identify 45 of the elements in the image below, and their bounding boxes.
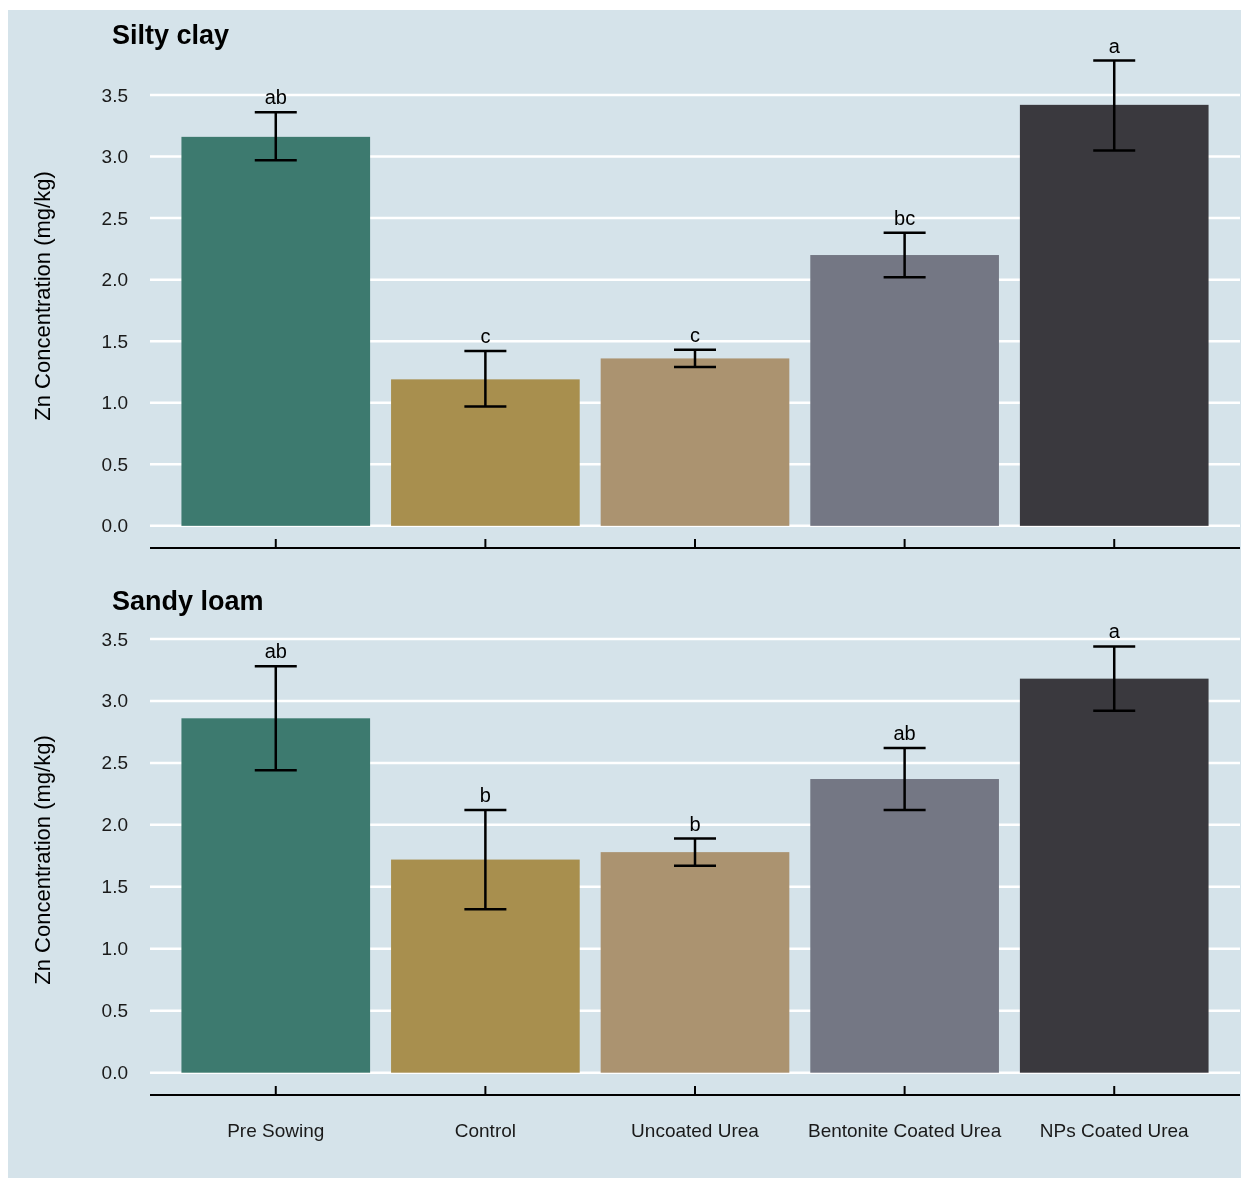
annotation: b bbox=[479, 784, 491, 806]
annotation: a bbox=[1108, 620, 1121, 643]
y-tick-label: 2.5 bbox=[101, 752, 128, 774]
y-tick-label: 3.5 bbox=[101, 84, 128, 106]
y-tick-label: 1.5 bbox=[101, 330, 128, 352]
y-axis-title: Zn Concentration (mg/kg) bbox=[29, 171, 55, 421]
bar bbox=[600, 358, 790, 526]
y-tick-label: 0.5 bbox=[101, 453, 128, 475]
y-tick-label: 0.5 bbox=[101, 1000, 128, 1022]
annotation: b bbox=[689, 812, 701, 835]
annotation: ab bbox=[893, 722, 916, 745]
bar bbox=[810, 255, 999, 526]
annotation: ab bbox=[264, 86, 287, 109]
x-tick-label: Pre Sowing bbox=[227, 1119, 325, 1141]
bar bbox=[391, 379, 580, 526]
y-tick-label: 2.0 bbox=[101, 269, 128, 291]
y-tick-label: 1.0 bbox=[101, 392, 128, 414]
y-axis-title: Zn Concentration (mg/kg) bbox=[29, 735, 55, 985]
y-tick-label: 3.0 bbox=[101, 690, 128, 712]
y-tick-label: 2.0 bbox=[101, 814, 128, 836]
bar bbox=[1019, 678, 1209, 1073]
annotation: bc bbox=[894, 206, 916, 229]
chart-title: Silty clay bbox=[112, 20, 230, 50]
y-tick-label: 0.0 bbox=[101, 515, 128, 537]
x-tick-label: Uncoated Urea bbox=[631, 1119, 760, 1141]
bar bbox=[181, 718, 371, 1073]
annotation: ab bbox=[264, 640, 287, 663]
bar bbox=[810, 779, 999, 1073]
bar bbox=[1019, 104, 1209, 526]
chart-title: Sandy loam bbox=[112, 586, 264, 616]
bar bbox=[600, 852, 790, 1073]
bar bbox=[391, 859, 580, 1073]
y-tick-label: 1.0 bbox=[101, 938, 128, 960]
y-tick-label: 3.5 bbox=[101, 628, 128, 650]
bar bbox=[181, 136, 371, 526]
y-tick-label: 0.0 bbox=[101, 1062, 128, 1084]
y-tick-label: 1.5 bbox=[101, 876, 128, 898]
y-tick-label: 3.0 bbox=[101, 146, 128, 168]
annotation: c bbox=[480, 325, 491, 348]
y-tick-label: 2.5 bbox=[101, 207, 128, 229]
x-tick-label: Bentonite Coated Urea bbox=[807, 1119, 1002, 1141]
x-tick-label: NPs Coated Urea bbox=[1039, 1119, 1190, 1141]
annotation: c bbox=[690, 323, 700, 346]
annotation: a bbox=[1108, 34, 1121, 57]
x-tick-label: Control bbox=[454, 1119, 517, 1141]
